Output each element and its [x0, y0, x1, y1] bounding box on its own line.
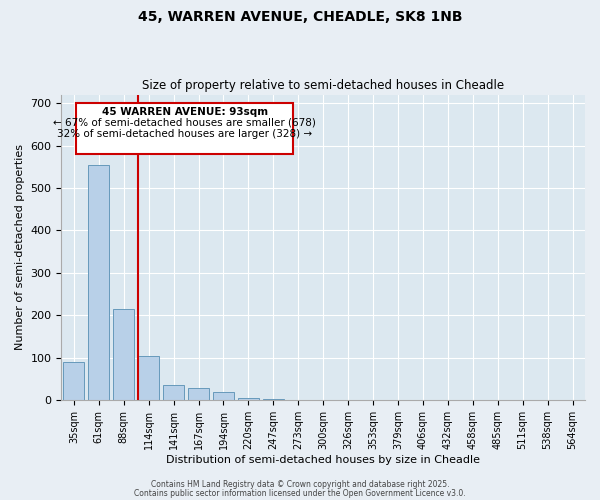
Bar	[188, 388, 209, 400]
Bar	[238, 398, 259, 400]
Bar	[113, 309, 134, 400]
Y-axis label: Number of semi-detached properties: Number of semi-detached properties	[15, 144, 25, 350]
Text: ← 67% of semi-detached houses are smaller (678): ← 67% of semi-detached houses are smalle…	[53, 118, 316, 128]
Text: 45, WARREN AVENUE, CHEADLE, SK8 1NB: 45, WARREN AVENUE, CHEADLE, SK8 1NB	[138, 10, 462, 24]
X-axis label: Distribution of semi-detached houses by size in Cheadle: Distribution of semi-detached houses by …	[166, 455, 480, 465]
Text: 32% of semi-detached houses are larger (328) →: 32% of semi-detached houses are larger (…	[57, 128, 312, 138]
FancyBboxPatch shape	[76, 103, 293, 154]
Bar	[213, 392, 234, 400]
Text: 45 WARREN AVENUE: 93sqm: 45 WARREN AVENUE: 93sqm	[101, 108, 268, 118]
Title: Size of property relative to semi-detached houses in Cheadle: Size of property relative to semi-detach…	[142, 79, 504, 92]
Bar	[63, 362, 85, 401]
Text: Contains HM Land Registry data © Crown copyright and database right 2025.: Contains HM Land Registry data © Crown c…	[151, 480, 449, 489]
Bar	[163, 384, 184, 400]
Text: Contains public sector information licensed under the Open Government Licence v3: Contains public sector information licen…	[134, 488, 466, 498]
Bar	[88, 164, 109, 400]
Bar	[138, 356, 159, 401]
